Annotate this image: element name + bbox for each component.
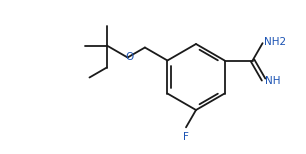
- Text: F: F: [183, 132, 189, 142]
- Text: NH2: NH2: [263, 37, 286, 47]
- Text: NH: NH: [265, 76, 280, 86]
- Text: O: O: [125, 51, 133, 61]
